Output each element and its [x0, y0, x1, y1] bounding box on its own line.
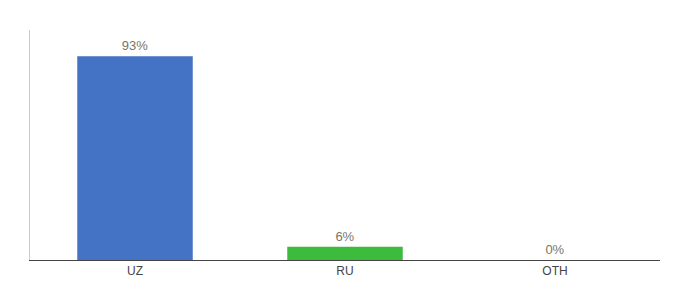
svg-text:OTH: OTH — [542, 264, 567, 278]
svg-text:0%: 0% — [545, 242, 564, 257]
svg-text:RU: RU — [336, 264, 353, 278]
svg-text:UZ: UZ — [127, 264, 143, 278]
svg-text:6%: 6% — [335, 229, 354, 244]
svg-text:93%: 93% — [122, 38, 148, 53]
